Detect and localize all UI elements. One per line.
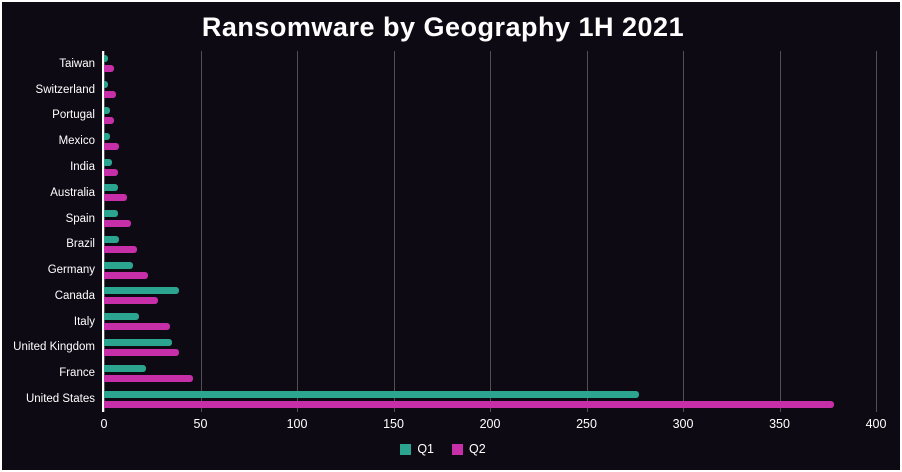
bar-q1-germany xyxy=(104,261,133,269)
legend: Q1 Q2 xyxy=(10,436,876,462)
bar-row xyxy=(104,335,876,361)
gridline xyxy=(297,51,298,412)
bar-q1-mexico xyxy=(104,132,110,140)
category-label: Portugal xyxy=(52,109,95,122)
bar-row xyxy=(104,309,876,335)
category-label: Switzerland xyxy=(35,83,95,96)
gridline xyxy=(393,51,395,412)
bar-q1-italy xyxy=(104,313,139,321)
category-label: Spain xyxy=(65,212,95,225)
legend-label: Q1 xyxy=(417,442,434,456)
bar-row xyxy=(104,206,876,232)
gridline xyxy=(490,51,491,412)
legend-swatch-q2 xyxy=(452,443,463,455)
bar-row xyxy=(104,103,876,129)
x-tick-label: 150 xyxy=(383,417,404,431)
bar-q2-france xyxy=(104,374,193,382)
bar-rows xyxy=(104,51,876,412)
bar-q1-spain xyxy=(104,210,118,218)
x-tick-label: 400 xyxy=(865,417,887,431)
x-tick-label: 50 xyxy=(193,417,208,431)
bar-row xyxy=(104,51,876,77)
bar-q2-brazil xyxy=(104,245,137,253)
bar-q2-italy xyxy=(104,323,170,331)
x-tick-label: 100 xyxy=(286,417,308,431)
x-tick-label: 200 xyxy=(479,417,501,431)
bar-q2-united-states xyxy=(104,400,834,408)
bar-q2-spain xyxy=(104,220,132,228)
gridline xyxy=(876,51,877,412)
x-tick-label: 250 xyxy=(576,417,597,431)
category-label: Brazil xyxy=(66,238,95,251)
bar-q2-united-kingdom xyxy=(104,348,180,356)
bar-q1-australia xyxy=(104,184,118,192)
bar-q1-united-kingdom xyxy=(104,338,172,346)
y-axis-labels: Taiwan Switzerland Portugal Mexico India Aust… xyxy=(10,51,102,412)
gridline xyxy=(104,51,105,412)
category-label: Taiwan xyxy=(59,57,95,70)
bar-q2-taiwan xyxy=(104,65,114,73)
bar-q1-portugal xyxy=(104,106,110,114)
category-label: Mexico xyxy=(58,135,95,148)
category-label: Australia xyxy=(50,186,95,199)
bar-q1-canada xyxy=(104,287,180,295)
gridline xyxy=(683,51,684,412)
category-label: United States xyxy=(25,393,95,406)
bar-q2-india xyxy=(104,168,118,176)
bar-row xyxy=(104,180,876,206)
bar-q1-united-states xyxy=(104,390,639,398)
bar-row xyxy=(104,231,876,257)
bar-q1-taiwan xyxy=(104,55,108,63)
x-axis-ticks: 0 50 100 150 200 250 300 350 400 xyxy=(100,412,887,436)
bar-q2-germany xyxy=(104,271,149,279)
legend-label: Q2 xyxy=(469,442,486,456)
legend-item-q2: Q2 xyxy=(452,442,486,456)
category-label: France xyxy=(59,367,95,380)
chart-title: Ransomware by Geography 1H 2021 xyxy=(201,12,685,42)
bar-q1-france xyxy=(104,364,147,372)
bar-q1-india xyxy=(104,158,112,166)
legend-swatch-q1 xyxy=(400,443,412,455)
gridline xyxy=(586,51,588,412)
bar-q2-canada xyxy=(104,297,159,305)
x-tick-label: 0 xyxy=(100,417,108,431)
bar-chart: Taiwan Switzerland Portugal Mexico India Aust… xyxy=(10,51,877,412)
bar-row xyxy=(104,77,876,103)
x-tick-label: 300 xyxy=(672,417,694,431)
category-label: India xyxy=(70,161,95,174)
bar-row xyxy=(104,386,876,412)
x-tick-label: 350 xyxy=(769,417,790,431)
category-label: Germany xyxy=(47,264,95,277)
category-label: Canada xyxy=(54,289,95,302)
bar-row xyxy=(104,257,876,283)
bar-row xyxy=(104,283,876,309)
bar-row xyxy=(104,360,876,386)
bar-q2-portugal xyxy=(104,116,114,124)
bar-q2-australia xyxy=(104,194,128,202)
plot-area xyxy=(102,51,877,412)
bar-q2-mexico xyxy=(104,142,120,150)
legend-item-q1: Q1 xyxy=(400,442,434,456)
bar-q1-switzerland xyxy=(104,81,108,89)
bar-q2-switzerland xyxy=(104,91,116,99)
x-axis-spacer xyxy=(10,412,102,436)
x-axis: 0 50 100 150 200 250 300 350 400 xyxy=(10,412,887,436)
gridlines xyxy=(104,51,877,412)
bar-q1-brazil xyxy=(104,235,120,243)
bar-row xyxy=(104,128,876,154)
gridline xyxy=(200,51,202,412)
gridline xyxy=(779,51,781,412)
bar-row xyxy=(104,154,876,180)
category-label: United Kingdom xyxy=(13,341,95,354)
category-label: Italy xyxy=(73,315,95,328)
